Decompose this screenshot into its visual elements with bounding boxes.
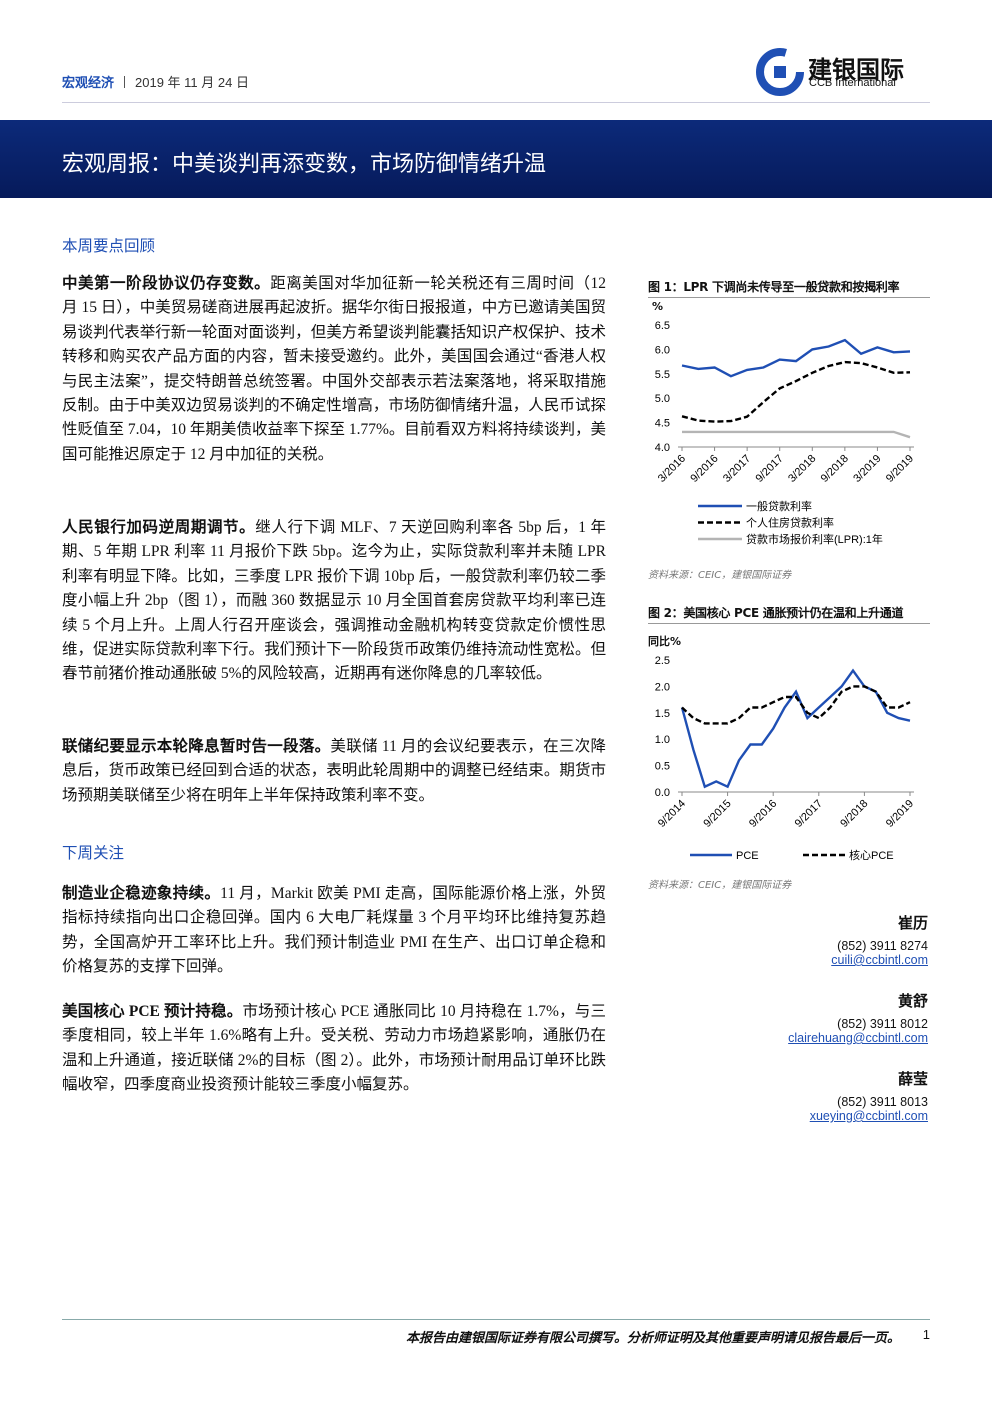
legend-label: 核心PCE: [849, 848, 894, 862]
source: 资料来源：CEIC，建银国际证券: [648, 880, 792, 891]
x-tick-label: 3/2019: [851, 453, 883, 485]
contact-name: 崔历: [897, 916, 928, 932]
contact: 薛莹 (852) 3911 8013 xueying@ccbintl.com: [810, 1068, 928, 1123]
date: 2019 年 11 月 24 日: [135, 75, 249, 90]
x-tick-label: 9/2019: [884, 453, 916, 485]
body-text: 继人行下调 MLF、7 天逆回购利率各 5bp 后，1 年期、5 年期 LPR …: [62, 519, 606, 683]
report-title: 宏观周报：中美谈判再添变数，市场防御情绪升温: [62, 151, 547, 176]
contact-name: 黄舒: [897, 994, 928, 1010]
x-tick-label: 9/2016: [688, 453, 720, 485]
legend-label: 个人住房贷款利率: [746, 516, 834, 530]
y-tick-label: 0.5: [655, 761, 670, 773]
contact-email[interactable]: xueying@ccbintl.com: [809, 1109, 928, 1123]
source: 资料来源：CEIC，建银国际证券: [648, 570, 792, 581]
contact-phone: (852) 3911 8012: [837, 1017, 928, 1031]
y-axis-label: 同比%: [648, 635, 682, 648]
section-heading: 本周要点回顾: [62, 238, 156, 255]
body-text: 市场预计核心 PCE 通胀同比 10 月持稳在 1.7%，与三季度相同，较上半年…: [62, 1003, 606, 1094]
contact: 黄舒 (852) 3911 8012 clairehuang@ccbintl.com: [788, 990, 928, 1045]
data-line: [681, 685, 911, 725]
y-tick-label: 4.5: [655, 418, 670, 430]
y-tick-label: 6.5: [655, 320, 670, 332]
x-tick-label: 3/2018: [786, 453, 818, 485]
y-tick-label: 0.0: [655, 787, 670, 799]
contact-email[interactable]: cuili@ccbintl.com: [831, 953, 928, 967]
body-text: 11 月，Markit 欧美 PMI 走高，国际能源价格上涨，外贸指标持续指向出…: [62, 885, 606, 976]
y-tick-label: 5.5: [655, 369, 670, 381]
y-tick-label: 1.5: [655, 708, 670, 720]
paragraph: 人民银行加码逆周期调节。继人行下调 MLF、7 天逆回购利率各 5bp 后，1 …: [62, 516, 606, 687]
lead: 联储纪要显示本轮降息暂时告一段落。: [62, 738, 331, 755]
x-tick-label: 9/2014: [656, 798, 688, 830]
legend-label: 贷款市场报价利率(LPR):1年: [746, 532, 883, 546]
chart-title: 图 2：美国核心 PCE 通胀预计仍在温和上升通道: [648, 604, 930, 624]
y-tick-label: 1.0: [655, 734, 670, 746]
body-text: 距离美国对华加征新一轮关税还有三周时间（12 月 15 日），中美贸易磋商进展再…: [62, 275, 606, 463]
logo-cn: 建银国际: [808, 56, 904, 84]
separator: [124, 76, 126, 88]
section-heading: 下周关注: [62, 845, 125, 862]
data-line: [681, 360, 911, 423]
data-line: [680, 668, 911, 789]
section-label: 宏观经济: [62, 75, 115, 90]
paragraph: 中美第一阶段协议仍存变数。距离美国对华加征新一轮关税还有三周时间（12 月 15…: [62, 272, 606, 467]
lead: 中美第一阶段协议仍存变数。: [62, 275, 271, 292]
contact-phone: (852) 3911 8274: [837, 939, 928, 953]
x-tick-label: 9/2019: [884, 798, 916, 830]
x-tick-label: 9/2018: [838, 798, 870, 830]
x-tick-label: 9/2015: [701, 798, 733, 830]
contact-name: 薛莹: [897, 1072, 928, 1088]
y-axis-label: %: [652, 300, 664, 313]
paragraph: 制造业企稳迹象持续。11 月，Markit 欧美 PMI 走高，国际能源价格上涨…: [62, 882, 606, 980]
footer-rule: [62, 1319, 930, 1320]
y-tick-label: 5.0: [655, 393, 670, 405]
lead: 美国核心 PCE 预计持稳。: [62, 1003, 243, 1020]
contact-phone: (852) 3911 8013: [837, 1095, 928, 1109]
lead: 制造业企稳迹象持续。: [62, 885, 221, 902]
x-tick-label: 9/2016: [747, 798, 779, 830]
header: 宏观经济 2019 年 11 月 24 日: [62, 72, 249, 91]
banner: 宏观周报：中美谈判再添变数，市场防御情绪升温: [0, 120, 992, 198]
contact-email[interactable]: clairehuang@ccbintl.com: [788, 1031, 928, 1045]
x-tick-label: 3/2017: [721, 453, 753, 485]
chart-title: 图 1：LPR 下调尚未传导至一般贷款和按揭利率: [648, 278, 930, 298]
body-text: 美联储 11 月的会议纪要表示，在三次降息后，货币政策已经回到合适的状态，表明此…: [62, 738, 606, 804]
contact: 崔历 (852) 3911 8274 cuili@ccbintl.com: [831, 912, 928, 967]
paragraph: 美国核心 PCE 预计持稳。市场预计核心 PCE 通胀同比 10 月持稳在 1.…: [62, 1000, 606, 1098]
paragraph: 联储纪要显示本轮降息暂时告一段落。美联储 11 月的会议纪要表示，在三次降息后，…: [62, 735, 606, 808]
x-tick-label: 9/2017: [793, 798, 825, 830]
y-tick-label: 2.0: [655, 681, 670, 693]
data-line: [681, 338, 911, 378]
logo-icon: [756, 48, 804, 96]
y-tick-label: 6.0: [655, 344, 670, 356]
lead: 人民银行加码逆周期调节。: [62, 519, 256, 536]
x-tick-label: 9/2017: [754, 453, 786, 485]
disclaimer: 本报告由建银国际证券有限公司撰写。分析师证明及其他重要声明请见报告最后一页。: [405, 1330, 900, 1345]
logo-en: CCB International: [809, 77, 896, 89]
header-rule: [62, 102, 930, 103]
y-tick-label: 2.5: [655, 655, 670, 667]
y-tick-label: 4.0: [655, 442, 670, 454]
legend-label: 一般贷款利率: [746, 499, 812, 513]
data-line: [682, 430, 911, 439]
legend-label: PCE: [736, 850, 759, 862]
x-tick-label: 9/2018: [819, 453, 851, 485]
page-number: 1: [922, 1327, 930, 1342]
x-tick-label: 3/2016: [656, 453, 688, 485]
